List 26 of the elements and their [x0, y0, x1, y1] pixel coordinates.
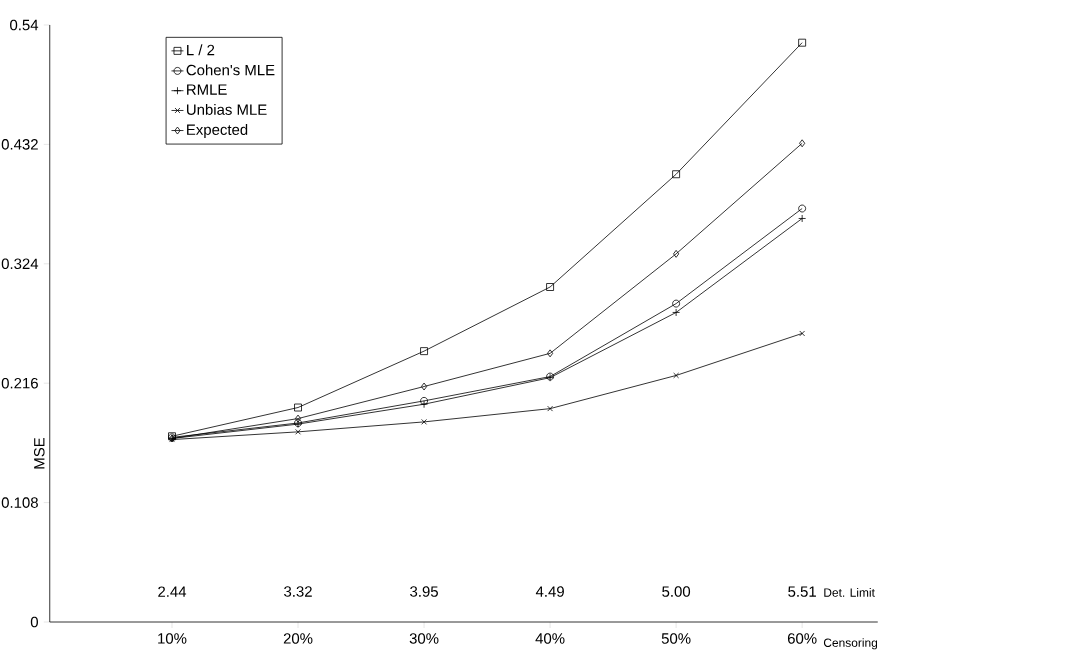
x-tick-label: 40% [535, 633, 565, 644]
x-tick-label: 60% [787, 633, 817, 644]
y-tick-label: 0.216 [1, 377, 38, 389]
annotation: Det. Limit [824, 588, 875, 597]
annotation: 4.49 [535, 586, 564, 597]
legend-label: RMLE [187, 84, 227, 95]
annotation: 5.51 [788, 586, 816, 597]
legend-label: Cohen's MLE [186, 64, 275, 76]
annotation: 3.95 [410, 586, 438, 597]
y-tick-label: 0.432 [1, 139, 38, 150]
y-tick-label: 0.324 [1, 258, 39, 270]
x-axis-title: Censoring [823, 638, 878, 650]
y-axis-title: MSE [33, 437, 45, 469]
annotation: 5.00 [662, 586, 691, 597]
x-tick-label: 30% [409, 633, 439, 644]
annotation: 2.44 [158, 586, 187, 597]
y-tick-label: 0.54 [10, 19, 39, 31]
x-tick-label: 50% [661, 633, 691, 644]
annotation: 3.32 [284, 586, 312, 597]
x-tick-label: 10% [158, 633, 187, 644]
x-tick-label: 20% [283, 633, 313, 644]
legend-label: Unbias MLE [187, 103, 267, 115]
legend-label: Expected [187, 124, 248, 138]
y-tick-label: 0 [30, 616, 38, 628]
legend-label: L / 2 [187, 44, 215, 56]
y-tick-label: 0.108 [1, 497, 38, 508]
